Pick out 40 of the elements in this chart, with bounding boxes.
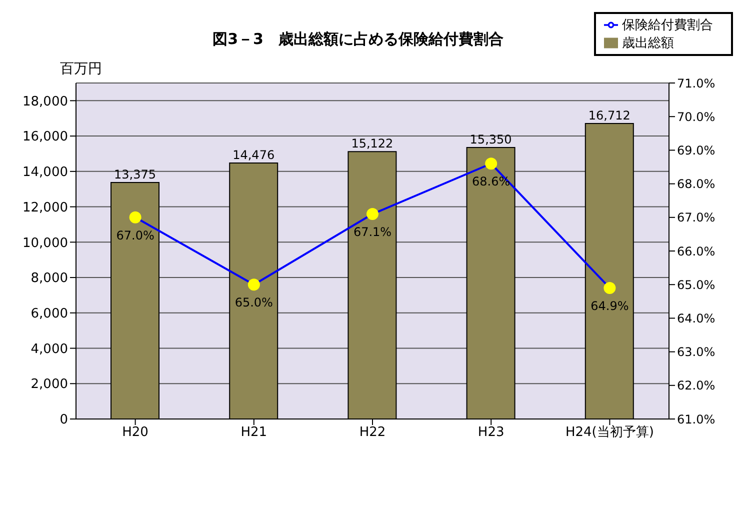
y2-tick-label: 70.0% [677, 110, 716, 124]
y2-tick-label: 69.0% [677, 143, 716, 158]
data-label: 64.9% [590, 298, 629, 313]
chart-title: 図3－3 歳出総額に占める保険給付費割合 [212, 30, 504, 48]
x-tick-label: H20 [122, 425, 148, 440]
y2-tick-label: 65.0% [677, 278, 716, 292]
y2-tick-label: 64.0% [677, 311, 716, 326]
y-tick-label: 10,000 [22, 236, 68, 251]
y2-tick-label: 68.0% [677, 177, 716, 192]
x-tick-label: H21 [240, 425, 268, 440]
legend-label: 保険給付費割合 [622, 18, 713, 33]
legend-label: 歳出総額 [622, 36, 674, 51]
data-label: 67.0% [116, 228, 154, 242]
data-label: 68.6% [472, 174, 510, 189]
y-tick-label: 12,000 [22, 200, 68, 216]
data-label: 67.1% [353, 225, 392, 240]
text: 16,712 [588, 108, 630, 122]
y-tick-label: 0 [60, 412, 68, 428]
x-tick-label: H23 [478, 425, 504, 440]
text: 14,476 [232, 148, 275, 162]
y-tick-label: 18,000 [22, 94, 68, 110]
y-tick-label: 4,000 [30, 342, 68, 357]
y-tick-label: 6,000 [30, 306, 68, 322]
text: 13,375 [114, 167, 156, 182]
y-tick-label: 2,000 [30, 377, 68, 392]
text: 15,122 [351, 136, 394, 151]
y-tick-label: 8,000 [30, 271, 68, 286]
y2-tick-label: 62.0% [677, 378, 716, 393]
y2-tick-label: 67.0% [677, 210, 716, 225]
y-tick-label: 16,000 [22, 130, 68, 145]
y2-tick-label: 63.0% [677, 345, 716, 360]
y2-tick-label: 61.0% [677, 412, 716, 426]
y-tick-label: 14,000 [22, 165, 68, 180]
y2-tick-label: 66.0% [677, 244, 716, 258]
x-tick-label: H22 [359, 425, 386, 440]
y2-tick-label: 71.0% [677, 76, 716, 90]
data-label: 65.0% [234, 296, 273, 310]
text: 15,350 [470, 132, 512, 147]
x-tick-label: H24(当初予算) [565, 425, 654, 440]
y-axis-title: 百万円 [60, 60, 102, 78]
